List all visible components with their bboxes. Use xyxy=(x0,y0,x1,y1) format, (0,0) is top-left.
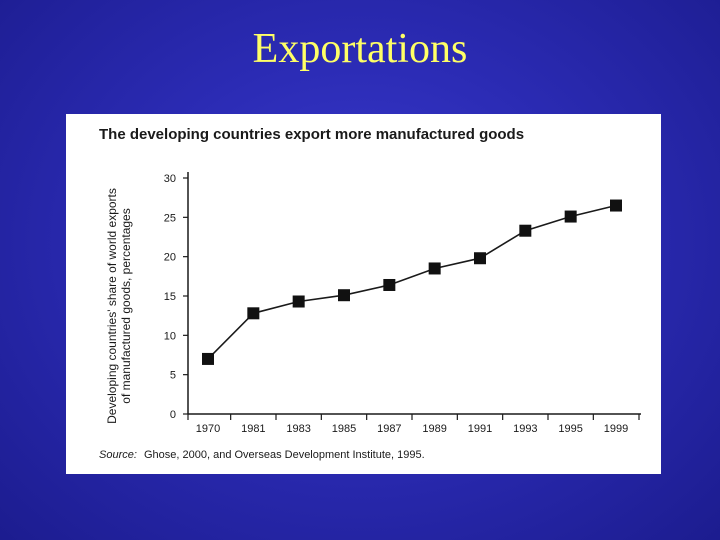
x-tick-label: 1991 xyxy=(468,423,492,435)
data-point-marker xyxy=(474,252,486,265)
data-point-marker xyxy=(292,295,305,308)
source-label: Source: xyxy=(99,449,137,461)
y-tick-label: 25 xyxy=(164,212,176,224)
slide-title: Exportations xyxy=(252,26,468,72)
chart-source: Source: Ghose, 2000, and Overseas Develo… xyxy=(99,449,425,461)
data-point-marker xyxy=(519,224,532,237)
data-point-marker xyxy=(247,307,260,320)
y-tick-label: 10 xyxy=(164,330,176,342)
y-axis-label-line: of manufactured goods, percentages xyxy=(119,208,133,403)
chart-title: The developing countries export more man… xyxy=(99,126,524,143)
x-tick-label: 1987 xyxy=(377,423,401,435)
y-tick-label: 15 xyxy=(164,291,176,303)
data-point-marker xyxy=(610,199,622,212)
y-axis-label: Developing countries' share of world exp… xyxy=(105,188,133,424)
series-line xyxy=(207,204,617,360)
x-tick-label: 1985 xyxy=(332,423,356,435)
x-tick-label: 1983 xyxy=(286,423,310,435)
chart-figure: The developing countries export more man… xyxy=(66,114,661,474)
series xyxy=(202,199,622,365)
y-tick-label: 20 xyxy=(164,252,176,264)
line-chart: The developing countries export more man… xyxy=(99,126,641,461)
y-axis-label-line: Developing countries' share of world exp… xyxy=(105,188,119,424)
x-tick-label: 1999 xyxy=(604,423,628,435)
x-tick-label: 1981 xyxy=(241,423,265,435)
data-point-marker xyxy=(383,278,396,291)
x-tick-label: 1970 xyxy=(196,423,220,435)
y-tick-label: 30 xyxy=(164,173,176,185)
data-point-marker xyxy=(428,262,441,275)
x-tick-label: 1993 xyxy=(513,423,537,435)
data-point-marker xyxy=(338,289,350,302)
x-tick-label: 1995 xyxy=(558,423,582,435)
y-tick-label: 5 xyxy=(170,370,176,382)
x-tick-label: 1989 xyxy=(422,423,446,435)
axes: 0 5 10 15 20 25 30 1970 1981 1983 1985 1987 1989 1991… xyxy=(164,172,641,435)
source-text: Ghose, 2000, and Overseas Development In… xyxy=(144,449,425,461)
y-tick-label: 0 xyxy=(170,409,176,421)
data-point-marker xyxy=(564,210,577,223)
data-point-marker xyxy=(202,352,214,365)
